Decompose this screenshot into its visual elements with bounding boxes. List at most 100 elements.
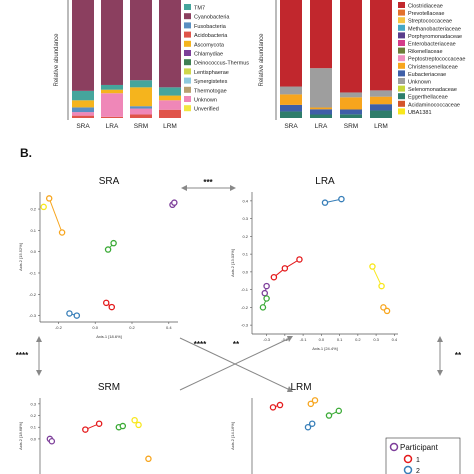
legend-swatch-fusobacteria <box>184 22 191 29</box>
x-tick-label: 0.4 <box>392 337 398 342</box>
legend-label-unknown: Unknown <box>408 80 431 86</box>
r-xtick-lrm: LRM <box>374 123 388 130</box>
panel-a-left-ylabel: Relative abundance <box>54 33 60 87</box>
sample-point-0-0 <box>307 400 315 408</box>
y-tick-label: 0.0 <box>30 249 36 254</box>
sample-point-4-1 <box>108 303 116 311</box>
x-tick-label: 0.2 <box>355 337 361 342</box>
plot-title: SRA <box>99 176 120 187</box>
sig-lra-lrm: ** <box>455 351 462 360</box>
sample-point-0-0 <box>82 426 89 433</box>
y-tick-label: -0.2 <box>241 305 249 310</box>
sample-point-3-0 <box>269 404 277 411</box>
sample-point-1-0 <box>270 273 278 281</box>
sample-point-0-1 <box>95 420 103 427</box>
panel-a-right-ylabel: Relative abundance <box>259 33 265 87</box>
section-b-label: B. <box>20 146 32 160</box>
l-bar-srm-cyanobacteria <box>130 0 152 81</box>
sample-point-4-0 <box>369 263 376 270</box>
arrowhead-down-right <box>437 370 443 376</box>
r-bar-srm-clostridiaceae <box>340 0 362 93</box>
l-bar-lra-cyanobacteria <box>101 0 123 85</box>
panel-a-right-chart: Relative abundance SRA LRA SRM LRM Clostrid… <box>259 0 465 130</box>
legend-swatch-ascomycota <box>184 40 191 47</box>
l-xtick-lra: LRA <box>106 123 119 130</box>
r-xtick-lra: LRA <box>315 123 328 130</box>
arrow-diag-2 <box>179 337 291 391</box>
legend-swatch-eggerthellaceae <box>398 93 405 100</box>
y-tick-label: 0.4 <box>242 198 248 203</box>
r-bar-lra-clostridiaceae <box>310 0 332 69</box>
x-tick-label: -0.2 <box>55 325 63 330</box>
l-bar-lra-tm7 <box>101 84 123 90</box>
arrowhead-down-left <box>36 370 42 376</box>
legend-swatch-uba1381 <box>398 108 405 115</box>
y-tick-label: 0.3 <box>30 401 36 406</box>
sample-point-0-1 <box>338 195 345 203</box>
legend-label-lentisphaerae: Lentisphaerae <box>194 70 229 76</box>
y-axis-label: Axis.2 [13.03%] <box>230 249 235 277</box>
l-bar-lrm-tm7 <box>159 87 181 96</box>
participant-link-0 <box>48 198 63 233</box>
legend-swatch-enterobacteriaceae <box>398 40 405 46</box>
plot-title: SRM <box>98 382 120 393</box>
y-axis-label: Axis.2 [15.52%] <box>18 243 23 271</box>
plot-title: LRA <box>315 176 335 187</box>
legend-swatch-porphyromonadaceae <box>398 32 405 39</box>
y-tick-label: -0.3 <box>29 313 37 318</box>
l-bar-srm-fusobacteria <box>130 106 152 109</box>
sample-point-3-1 <box>263 295 270 302</box>
legend-swatch-unknown <box>398 78 405 84</box>
legend-label-cyanobacteria: Cyanobacteria <box>194 15 230 21</box>
r-bar-lrm-eggerthellaceae <box>370 110 392 118</box>
y-tick-label: 0.2 <box>30 413 36 418</box>
panel-a-right-bars <box>280 0 392 118</box>
l-bar-lrm-acidobacteria <box>159 109 181 118</box>
legend-label-unknown: Unknown <box>194 98 217 104</box>
y-tick-label: 0.1 <box>30 425 36 430</box>
legend-swatch-tm7 <box>184 4 191 10</box>
x-tick-label: 0.3 <box>373 337 379 342</box>
l-bar-lra-ascomycota <box>101 89 123 94</box>
r-bar-lrm-unknown <box>370 90 392 97</box>
sample-point-2-1 <box>171 199 178 206</box>
y-axis-label: Axis.2 [14.16%] <box>230 422 235 450</box>
sig-sra-srm: **** <box>16 351 29 360</box>
legend-label-acidobacteria: Acidobacteria <box>194 33 228 39</box>
sample-point-3-0 <box>104 246 112 253</box>
participant-link-4 <box>371 266 383 287</box>
arrowhead-diag-1 <box>287 336 293 342</box>
x-axis-label: Axis.1 [24.4%] <box>312 346 338 351</box>
panel-a-left-bars <box>72 0 181 118</box>
r-bar-srm-eggerthellaceae <box>340 114 362 118</box>
y-tick-label: -0.3 <box>241 323 249 328</box>
legend-label-enterobacteriaceae: Enterobacteriaceae <box>408 42 456 48</box>
legend-marker-1 <box>403 454 413 464</box>
y-axis-label: Axis.2 [18.68%] <box>18 422 23 450</box>
r-bar-sra-unknown <box>280 86 302 95</box>
sample-point-4-0 <box>102 299 110 307</box>
legend-label-eggerthellaceae: Eggerthellaceae <box>408 95 448 101</box>
legend-label-synergistetes: Synergistetes <box>194 79 228 85</box>
l-xtick-lrm: LRM <box>163 123 177 130</box>
y-tick-label: 0.0 <box>30 436 36 441</box>
arrowhead-up-left <box>36 336 42 342</box>
r-bar-sra-eggerthellaceae <box>280 111 302 118</box>
panel-a-right-xticks: SRA LRA SRM LRM <box>284 123 388 130</box>
sample-point-5-0 <box>380 304 387 311</box>
sample-point-0-0 <box>45 195 53 202</box>
sig-sra-lra: *** <box>203 178 213 187</box>
legend-label-acidaminococcaceae: Acidaminococcaceae <box>408 102 460 108</box>
legend-label-eubacteriaceae: Eubacteriaceae <box>408 72 446 78</box>
legend-swatch-unverified <box>184 105 191 112</box>
legend-label-ascomycota: Ascomycota <box>194 42 225 48</box>
sample-point-1-1 <box>335 407 343 415</box>
sample-point-1-2 <box>296 256 303 263</box>
legend-label-porphyromonadaceae: Porphyromonadaceae <box>408 34 462 40</box>
l-bar-sra-unknown <box>72 112 94 116</box>
x-tick-label: 0.0 <box>319 337 325 342</box>
sample-point-2-0 <box>263 282 270 290</box>
plot-title: LRM <box>290 382 311 393</box>
y-tick-label: -0.1 <box>29 270 37 275</box>
